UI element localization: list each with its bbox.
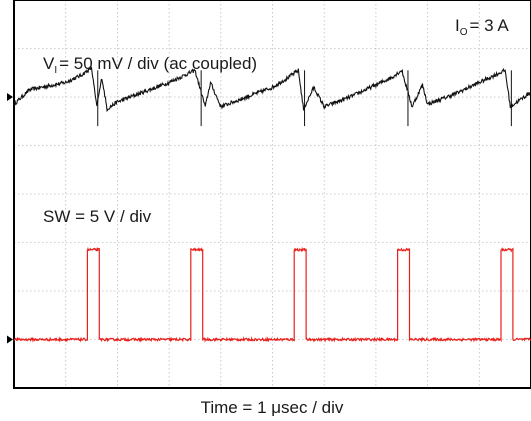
output-current-label: IO = 3 A xyxy=(455,16,509,38)
ch1-scale-label: VI = 50 mV / div (ac coupled) xyxy=(43,54,257,76)
plot-frame xyxy=(13,0,531,389)
channel-ground-markers xyxy=(7,93,13,344)
trace-sw xyxy=(13,246,531,343)
graticule-grid xyxy=(14,0,531,388)
waveform-traces xyxy=(13,65,531,343)
ch1-ground-marker xyxy=(7,93,13,101)
trace-vi xyxy=(13,65,531,112)
x-axis-label: Time = 1 μsec / div xyxy=(201,398,344,417)
ch2-ground-marker xyxy=(7,335,13,344)
ch2-scale-label: SW = 5 V / div xyxy=(43,207,152,226)
